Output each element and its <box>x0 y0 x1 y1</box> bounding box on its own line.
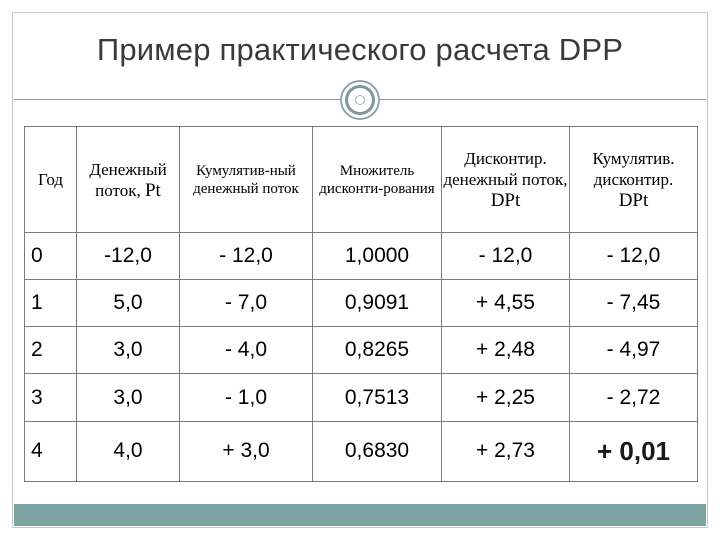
header-cum-disc-symbol: DPt <box>618 190 649 211</box>
cell-cash-flow: 4,0 <box>76 420 180 483</box>
header-disc-flow-symbol: DPt <box>490 190 521 211</box>
cell-factor: 0,7513 <box>312 373 442 422</box>
table-row: 0 -12,0 - 12,0 1,0000 - 12,0 - 12,0 <box>24 231 698 281</box>
cell-cash-flow: 3,0 <box>76 326 180 375</box>
cell-cum-disc-result: + 0,01 <box>569 420 698 483</box>
header-cumulative: Кумулятив-ный денежный поток <box>179 126 313 233</box>
cell-factor: 0,8265 <box>312 326 442 375</box>
cell-cum-disc: - 4,97 <box>569 326 698 375</box>
cell-factor: 1,0000 <box>312 231 442 281</box>
cell-disc-flow: - 12,0 <box>441 231 570 281</box>
cell-year: 1 <box>24 279 77 328</box>
cell-year: 0 <box>24 231 77 281</box>
header-factor: Множитель дисконти-рования <box>312 126 442 233</box>
cell-cum-disc: - 7,45 <box>569 279 698 328</box>
cell-cumulative: - 1,0 <box>179 373 313 422</box>
cell-cumulative: - 12,0 <box>179 231 313 281</box>
header-year: Год <box>24 126 77 233</box>
header-disc-flow: Дисконтир. денежный поток, DPt <box>441 126 570 233</box>
cell-year: 2 <box>24 326 77 375</box>
cell-factor: 0,9091 <box>312 279 442 328</box>
table-row: 1 5,0 - 7,0 0,9091 + 4,55 - 7,45 <box>24 279 698 328</box>
footer-bar <box>14 504 706 526</box>
header-cum-disc-label: Кумулятив. дисконтир. <box>592 149 675 189</box>
table-row: 2 3,0 - 4,0 0,8265 + 2,48 - 4,97 <box>24 326 698 375</box>
header-cum-disc: Кумулятив. дисконтир. DPt <box>569 126 698 233</box>
cell-cumulative: - 4,0 <box>179 326 313 375</box>
cell-factor: 0,6830 <box>312 420 442 483</box>
cell-cash-flow: 5,0 <box>76 279 180 328</box>
cell-disc-flow: + 4,55 <box>441 279 570 328</box>
table-row: 3 3,0 - 1,0 0,7513 + 2,25 - 2,72 <box>24 373 698 422</box>
cell-year: 4 <box>24 420 77 483</box>
cell-year: 3 <box>24 373 77 422</box>
slide-frame <box>12 12 708 528</box>
decorative-circle-icon <box>340 80 380 120</box>
header-cash-flow: Денежный поток, Pt <box>76 126 180 233</box>
cell-cum-disc: - 2,72 <box>569 373 698 422</box>
header-cash-flow-symbol: Pt <box>144 179 161 201</box>
header-cash-flow-label: Денежный поток, <box>89 159 167 200</box>
dpp-table: Год Денежный поток, Pt Кумулятив-ный ден… <box>24 126 698 483</box>
cell-disc-flow: + 2,25 <box>441 373 570 422</box>
cell-cumulative: + 3,0 <box>179 420 313 483</box>
slide-title: Пример практического расчета DPP <box>96 32 624 67</box>
cell-cum-disc: - 12,0 <box>569 231 698 281</box>
cell-cash-flow: 3,0 <box>76 373 180 422</box>
cell-disc-flow: + 2,48 <box>441 326 570 375</box>
header-disc-flow-label: Дисконтир. денежный поток, <box>443 149 568 189</box>
cell-disc-flow: + 2,73 <box>441 420 570 483</box>
cell-cumulative: - 7,0 <box>179 279 313 328</box>
cell-cash-flow: -12,0 <box>76 231 180 281</box>
table-row: 4 4,0 + 3,0 0,6830 + 2,73 + 0,01 <box>24 420 698 483</box>
header-row: Год Денежный поток, Pt Кумулятив-ный ден… <box>24 126 698 233</box>
